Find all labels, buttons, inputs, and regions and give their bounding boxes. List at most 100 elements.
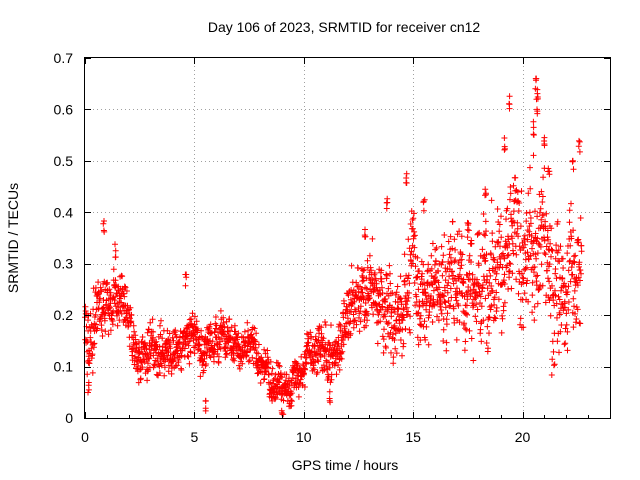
data-point (564, 328, 571, 335)
data-point (293, 366, 300, 373)
data-point (326, 364, 333, 371)
data-point (322, 319, 328, 325)
data-point (529, 245, 535, 252)
data-point (496, 221, 503, 228)
data-point (106, 286, 113, 293)
data-point (388, 313, 395, 320)
data-point (322, 322, 329, 328)
data-point (435, 317, 442, 324)
data-point (144, 351, 151, 358)
data-point (456, 228, 463, 235)
data-point (335, 362, 342, 368)
data-point (114, 312, 120, 319)
x-tick-labels: 0 5 10 15 20 (81, 429, 530, 445)
data-point (380, 336, 387, 343)
data-point (401, 251, 408, 258)
data-point (231, 357, 238, 364)
data-point (98, 287, 105, 294)
data-point (411, 280, 418, 286)
data-point (560, 304, 567, 311)
data-point (505, 268, 512, 275)
data-point (184, 352, 191, 359)
data-point (564, 289, 571, 295)
data-point (182, 271, 189, 278)
data-point (105, 331, 112, 338)
data-point (521, 232, 528, 239)
data-point (545, 168, 552, 175)
data-point (422, 292, 429, 299)
data-point (577, 215, 584, 221)
data-point (321, 353, 328, 359)
data-point (429, 319, 436, 325)
data-point (546, 278, 553, 285)
data-point (567, 242, 574, 249)
data-point (438, 243, 445, 250)
data-point (538, 216, 545, 223)
data-point (182, 282, 189, 289)
data-point (411, 228, 418, 235)
data-point (441, 293, 447, 300)
data-point (428, 293, 434, 299)
data-point (559, 255, 566, 262)
data-point (512, 174, 519, 181)
data-point (498, 234, 505, 241)
data-point (557, 328, 564, 335)
data-point (165, 336, 172, 343)
y-tick-label: 0.6 (54, 101, 74, 117)
data-point (479, 282, 486, 288)
data-point (186, 360, 193, 367)
data-point (411, 210, 417, 217)
data-point (504, 252, 511, 259)
data-point (269, 365, 276, 372)
data-point (479, 246, 486, 253)
data-point (364, 257, 371, 264)
data-point (453, 297, 460, 304)
data-point (470, 286, 477, 293)
data-point (562, 340, 569, 347)
data-point (529, 292, 536, 299)
data-point (449, 218, 456, 225)
data-point (435, 279, 442, 286)
data-point (304, 330, 310, 337)
data-point (495, 238, 502, 245)
data-point (480, 317, 487, 324)
data-point (466, 252, 473, 259)
data-point (548, 372, 555, 378)
data-point (568, 235, 575, 242)
data-point (257, 380, 264, 386)
data-point (398, 311, 405, 318)
data-point (488, 197, 495, 204)
data-point (252, 344, 259, 351)
data-point (552, 292, 559, 299)
data-point (235, 330, 242, 337)
data-point (492, 276, 499, 283)
data-point (385, 285, 392, 292)
data-point (136, 349, 143, 356)
data-point (336, 321, 343, 328)
data-point (296, 379, 303, 386)
data-point (577, 320, 584, 327)
data-point (489, 230, 496, 237)
data-point (320, 335, 327, 342)
data-point (132, 336, 139, 343)
data-point (89, 369, 96, 376)
data-point (117, 295, 123, 302)
data-point (425, 261, 432, 268)
data-point (429, 240, 436, 247)
data-point (461, 320, 468, 327)
data-point (167, 345, 174, 352)
data-point (361, 266, 368, 273)
data-point (282, 377, 289, 384)
data-point (438, 310, 445, 317)
data-point (484, 276, 491, 283)
data-point (294, 361, 301, 367)
data-point (556, 349, 562, 356)
data-point (326, 388, 333, 395)
data-point (150, 352, 157, 359)
data-point (253, 330, 260, 337)
data-point (264, 354, 271, 361)
data-point (209, 338, 216, 345)
data-point (448, 259, 455, 266)
data-point (545, 236, 552, 243)
data-point (556, 311, 563, 318)
